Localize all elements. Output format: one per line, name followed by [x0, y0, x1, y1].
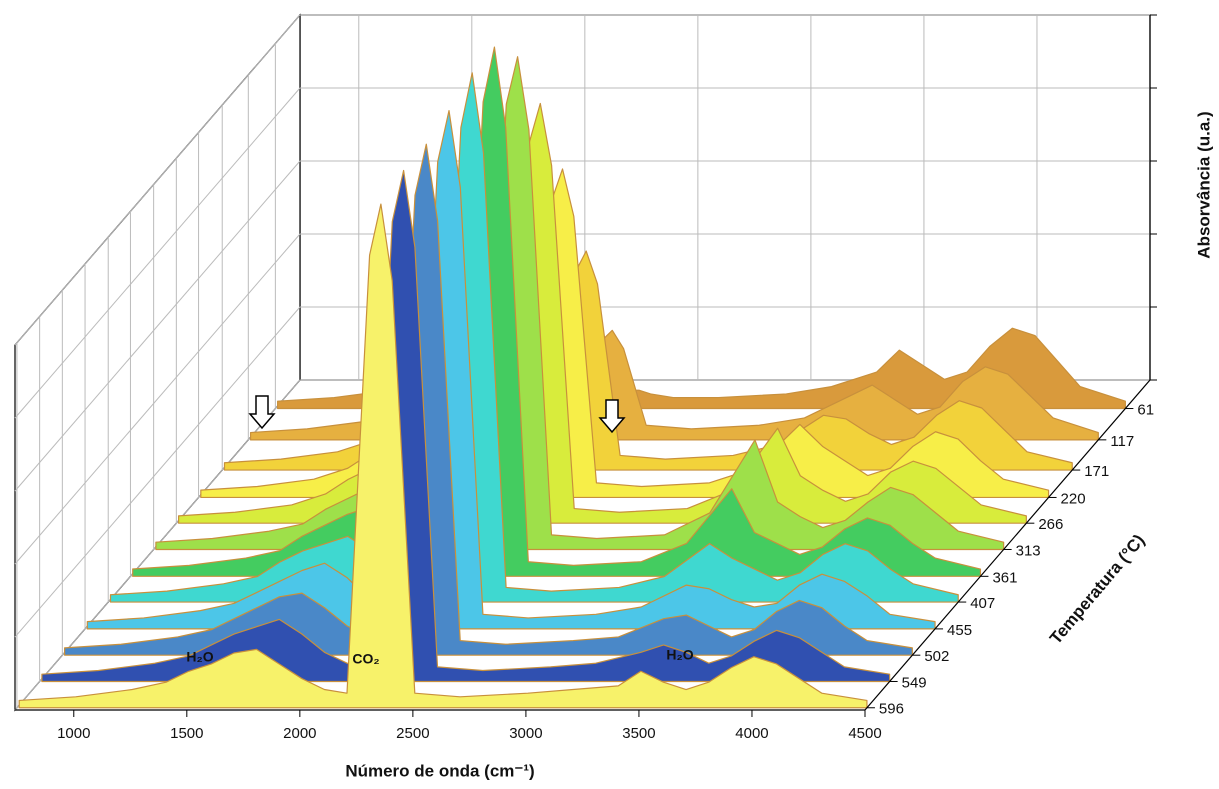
grid-line: [14, 14, 301, 346]
plot: [18, 46, 1126, 709]
y-tick-label: 361: [992, 569, 1017, 586]
y-tick-label: 455: [947, 622, 972, 639]
arrow: [248, 395, 276, 430]
annotation: CO₂: [352, 651, 379, 667]
z-axis-title: Absorvância (u.a.): [1194, 111, 1213, 258]
spectrum: [109, 72, 959, 603]
x-tick-label: 4500: [848, 725, 881, 742]
annotation: H₂O: [666, 647, 693, 663]
x-tick-label: 3000: [509, 725, 542, 742]
x-axis-title: Número de onda (cm⁻¹): [345, 761, 534, 780]
spectrum: [132, 46, 982, 577]
y-tick-label: 171: [1084, 463, 1109, 480]
x-tick-label: 1500: [170, 725, 203, 742]
y-tick-label: 502: [924, 648, 949, 665]
spectrum: [63, 143, 913, 656]
x-tick-label: 2000: [283, 725, 316, 742]
y-tick-label: 596: [879, 701, 904, 718]
annotation: H₂O: [186, 649, 213, 665]
y-axis-title: Temperatura (°C): [1046, 531, 1149, 648]
x-tick-label: 4000: [735, 725, 768, 742]
y-tick-label: 407: [970, 595, 995, 612]
spectrum: [86, 109, 936, 630]
y-tick-label: 117: [1110, 433, 1134, 450]
spectrum: [178, 102, 1027, 524]
x-tick-label: 1000: [57, 725, 90, 742]
spectrum: [155, 56, 1005, 551]
arrow: [598, 399, 626, 434]
y-tick-label: 549: [902, 674, 927, 691]
axes: 1000 1500 2000 2500 3000 3500 4000 4500 61117171…: [15, 14, 1157, 742]
y-tick-label: 220: [1061, 490, 1086, 507]
y-tick-label: 313: [1016, 542, 1041, 559]
spectrum: [18, 203, 868, 709]
spectrum: [41, 169, 891, 683]
x-tick-label: 3500: [622, 725, 655, 742]
y-tick-label: 266: [1038, 516, 1063, 533]
x-tick-label: 2500: [396, 725, 429, 742]
y-tick-label: 61: [1137, 401, 1154, 418]
